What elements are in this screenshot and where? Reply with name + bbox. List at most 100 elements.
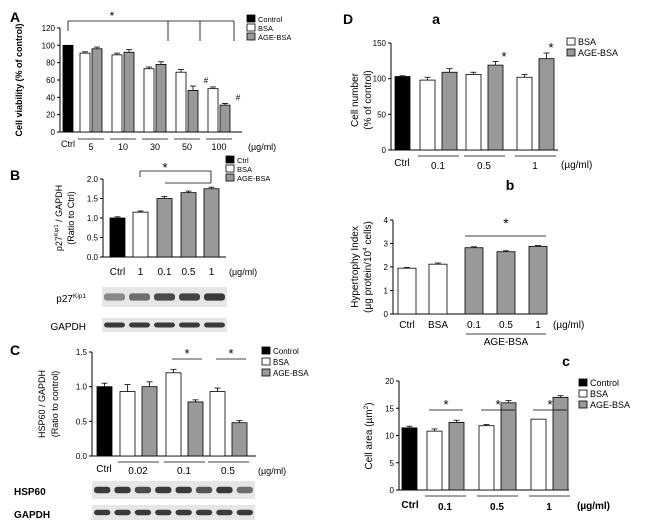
panel-C-blot-hsp60-band	[155, 486, 172, 494]
panel-C-star: *	[184, 346, 189, 361]
panel-A-xlabel: 5	[88, 142, 93, 152]
panel-Da-yaxis-tick-label: 0	[382, 146, 387, 155]
panel-B-legend-swatch	[225, 155, 235, 164]
panel-A-xlabel: 50	[182, 142, 192, 152]
panel-B-bar	[180, 192, 197, 258]
panel-B-label: B	[10, 167, 20, 183]
panel-C-star: *	[228, 346, 233, 361]
panel-C-yaxis-tick-label: 1.5	[76, 348, 88, 357]
panel-C-label: C	[10, 342, 20, 358]
panel-Dc-legend-label: Control	[590, 378, 619, 388]
panel-Da-legend-swatch	[566, 37, 576, 46]
panel-C-xlabel: 0.02	[128, 466, 148, 477]
panel-C-blot-hsp60-membrane	[92, 481, 255, 499]
panel-A-bar-age	[219, 104, 231, 133]
panel-A-bar-bsa	[207, 88, 219, 133]
panel-Db-yaxis-tick-label: 1	[384, 287, 389, 296]
panel-B-blot-p27-band	[154, 293, 175, 301]
panel-Dc-bar-age	[448, 422, 465, 491]
panel-B-blot-gapdh-band	[104, 322, 125, 328]
panel-A-yaxis-tick-label: 40	[46, 93, 55, 102]
panel-B-xlabel: 0.1	[158, 267, 172, 278]
panel-Dc-yaxis-tick-label: 15	[385, 404, 394, 413]
panel-C-blot-gapdh-band	[94, 509, 111, 516]
panel-C-blot-label-hsp60: HSP60	[14, 487, 46, 498]
panel-C-xlabel: 0.5	[221, 466, 235, 477]
panel-Db-bar	[428, 263, 448, 315]
panel-Db-xlabel: 0.1	[467, 320, 481, 331]
panel-Dc-yaxis-tick-label: 0	[390, 486, 395, 495]
panel-Dc-xlabel: 0.1	[438, 502, 452, 513]
panel-Dc-legend-swatch	[578, 378, 588, 387]
panel-Db-xlabel: Ctrl	[399, 320, 415, 331]
panel-Da-yaxis-tick-label: 100	[373, 75, 387, 84]
panel-Dc-bar-bsa	[530, 418, 547, 491]
panel-Db-group-label: AGE-BSA	[484, 337, 529, 348]
panel-B-yaxis-tick-label: 2.0	[87, 175, 99, 184]
panel-B-xlabel: 0.5	[182, 267, 196, 278]
panel-A-xlabel: 30	[150, 142, 160, 152]
panel-A-bar-age	[91, 48, 103, 133]
panel-C-bar-bsa	[119, 391, 136, 457]
panel-Db-star: *	[503, 215, 509, 231]
panel-Dc-ylabel: Cell area (µm2)	[363, 402, 375, 469]
panel-Da-bar-bsa	[465, 73, 482, 151]
panel-C-blot-label-gapdh: GAPDH	[14, 510, 50, 521]
panel-D-label: D	[343, 11, 353, 27]
panel-A-hash: #	[236, 93, 241, 102]
panel-Da-bar-age	[538, 58, 555, 151]
panel-B-legend-label: AGE-BSA	[237, 174, 270, 183]
panel-Da-xlabel-ctrl: Ctrl	[394, 158, 410, 169]
panel-C-blot-gapdh-band	[134, 509, 152, 516]
panel-Db-yaxis-tick-label: 3	[384, 240, 389, 249]
panel-A-yaxis-tick-label: 100	[42, 41, 56, 50]
panel-B-legend-label: BSA	[237, 165, 252, 174]
panel-B-star: *	[162, 160, 167, 175]
panel-C-legend-swatch	[261, 346, 271, 355]
panel-C-ylabel: HSP60 / GAPDH	[37, 370, 47, 438]
panel-C-legend-label: AGE-BSA	[273, 369, 309, 378]
panel-B-blot-label-p27: p27Kip1	[56, 293, 86, 305]
panel-Dc-legend-swatch	[578, 389, 588, 398]
panel-B-blot-gapdh-band	[204, 322, 225, 328]
panel-Da-bar-bsa	[516, 76, 533, 151]
panel-A-yaxis-tick-label: 120	[42, 24, 56, 33]
panel-A-bar-bsa	[111, 54, 123, 133]
panel-Da-xlabel: 0.1	[431, 161, 445, 172]
panel-Da-yaxis-tick-label: 50	[377, 110, 386, 119]
panel-Dc-legend-label: AGE-BSA	[590, 400, 630, 410]
panel-B-bar	[203, 188, 220, 258]
panel-A-xlabel: 10	[118, 142, 128, 152]
panel-B-blot-p27-band	[179, 293, 200, 301]
panel-Db-ylabel: Hypertrophy Index	[350, 226, 361, 308]
panel-C-bar-ctrl	[96, 386, 113, 457]
panel-A-bar-age	[187, 90, 199, 133]
panel-Da-bar-ctrl	[394, 76, 411, 151]
panel-A-legend-swatch	[246, 32, 256, 41]
panel-B-yaxis-tick-label: 0.5	[87, 234, 99, 243]
panel-B-yaxis-tick-label: 1.0	[87, 214, 99, 223]
panel-C-xlabel: 0.1	[177, 466, 191, 477]
panel-Da-bar-age	[441, 71, 458, 151]
panel-C-yaxis-tick-label: 1.0	[76, 383, 88, 392]
panel-A-hash: #	[204, 76, 209, 85]
panel-Dc-unit: (µg/ml)	[577, 501, 610, 512]
panel-C-bar-bsa	[209, 391, 226, 457]
panel-B-blot-p27-band	[104, 293, 125, 301]
panel-B-unit: (µg/ml)	[229, 267, 257, 277]
panel-Dc-star: *	[443, 397, 448, 412]
panel-Dc-bar-age	[500, 402, 517, 491]
panel-Dc-yaxis-tick-label: 20	[385, 377, 394, 386]
panel-A-legend-label: BSA	[258, 24, 273, 33]
panel-C-blot-gapdh-band	[236, 509, 253, 516]
panel-Da-legend-label: AGE-BSA	[578, 48, 618, 58]
panel-Da-ylabel2: (% of control)	[363, 70, 374, 129]
panel-Db-yaxis-tick-label: 4	[384, 216, 389, 225]
panel-C-blot-hsp60-band	[236, 486, 253, 494]
panel-B-bar	[156, 198, 173, 258]
panel-Db-bar	[397, 267, 417, 315]
panel-Db-yaxis-tick-label: 0	[384, 310, 389, 319]
panel-C-blot-hsp60-band	[195, 486, 213, 494]
panel-C-blot-hsp60-band	[216, 486, 233, 494]
